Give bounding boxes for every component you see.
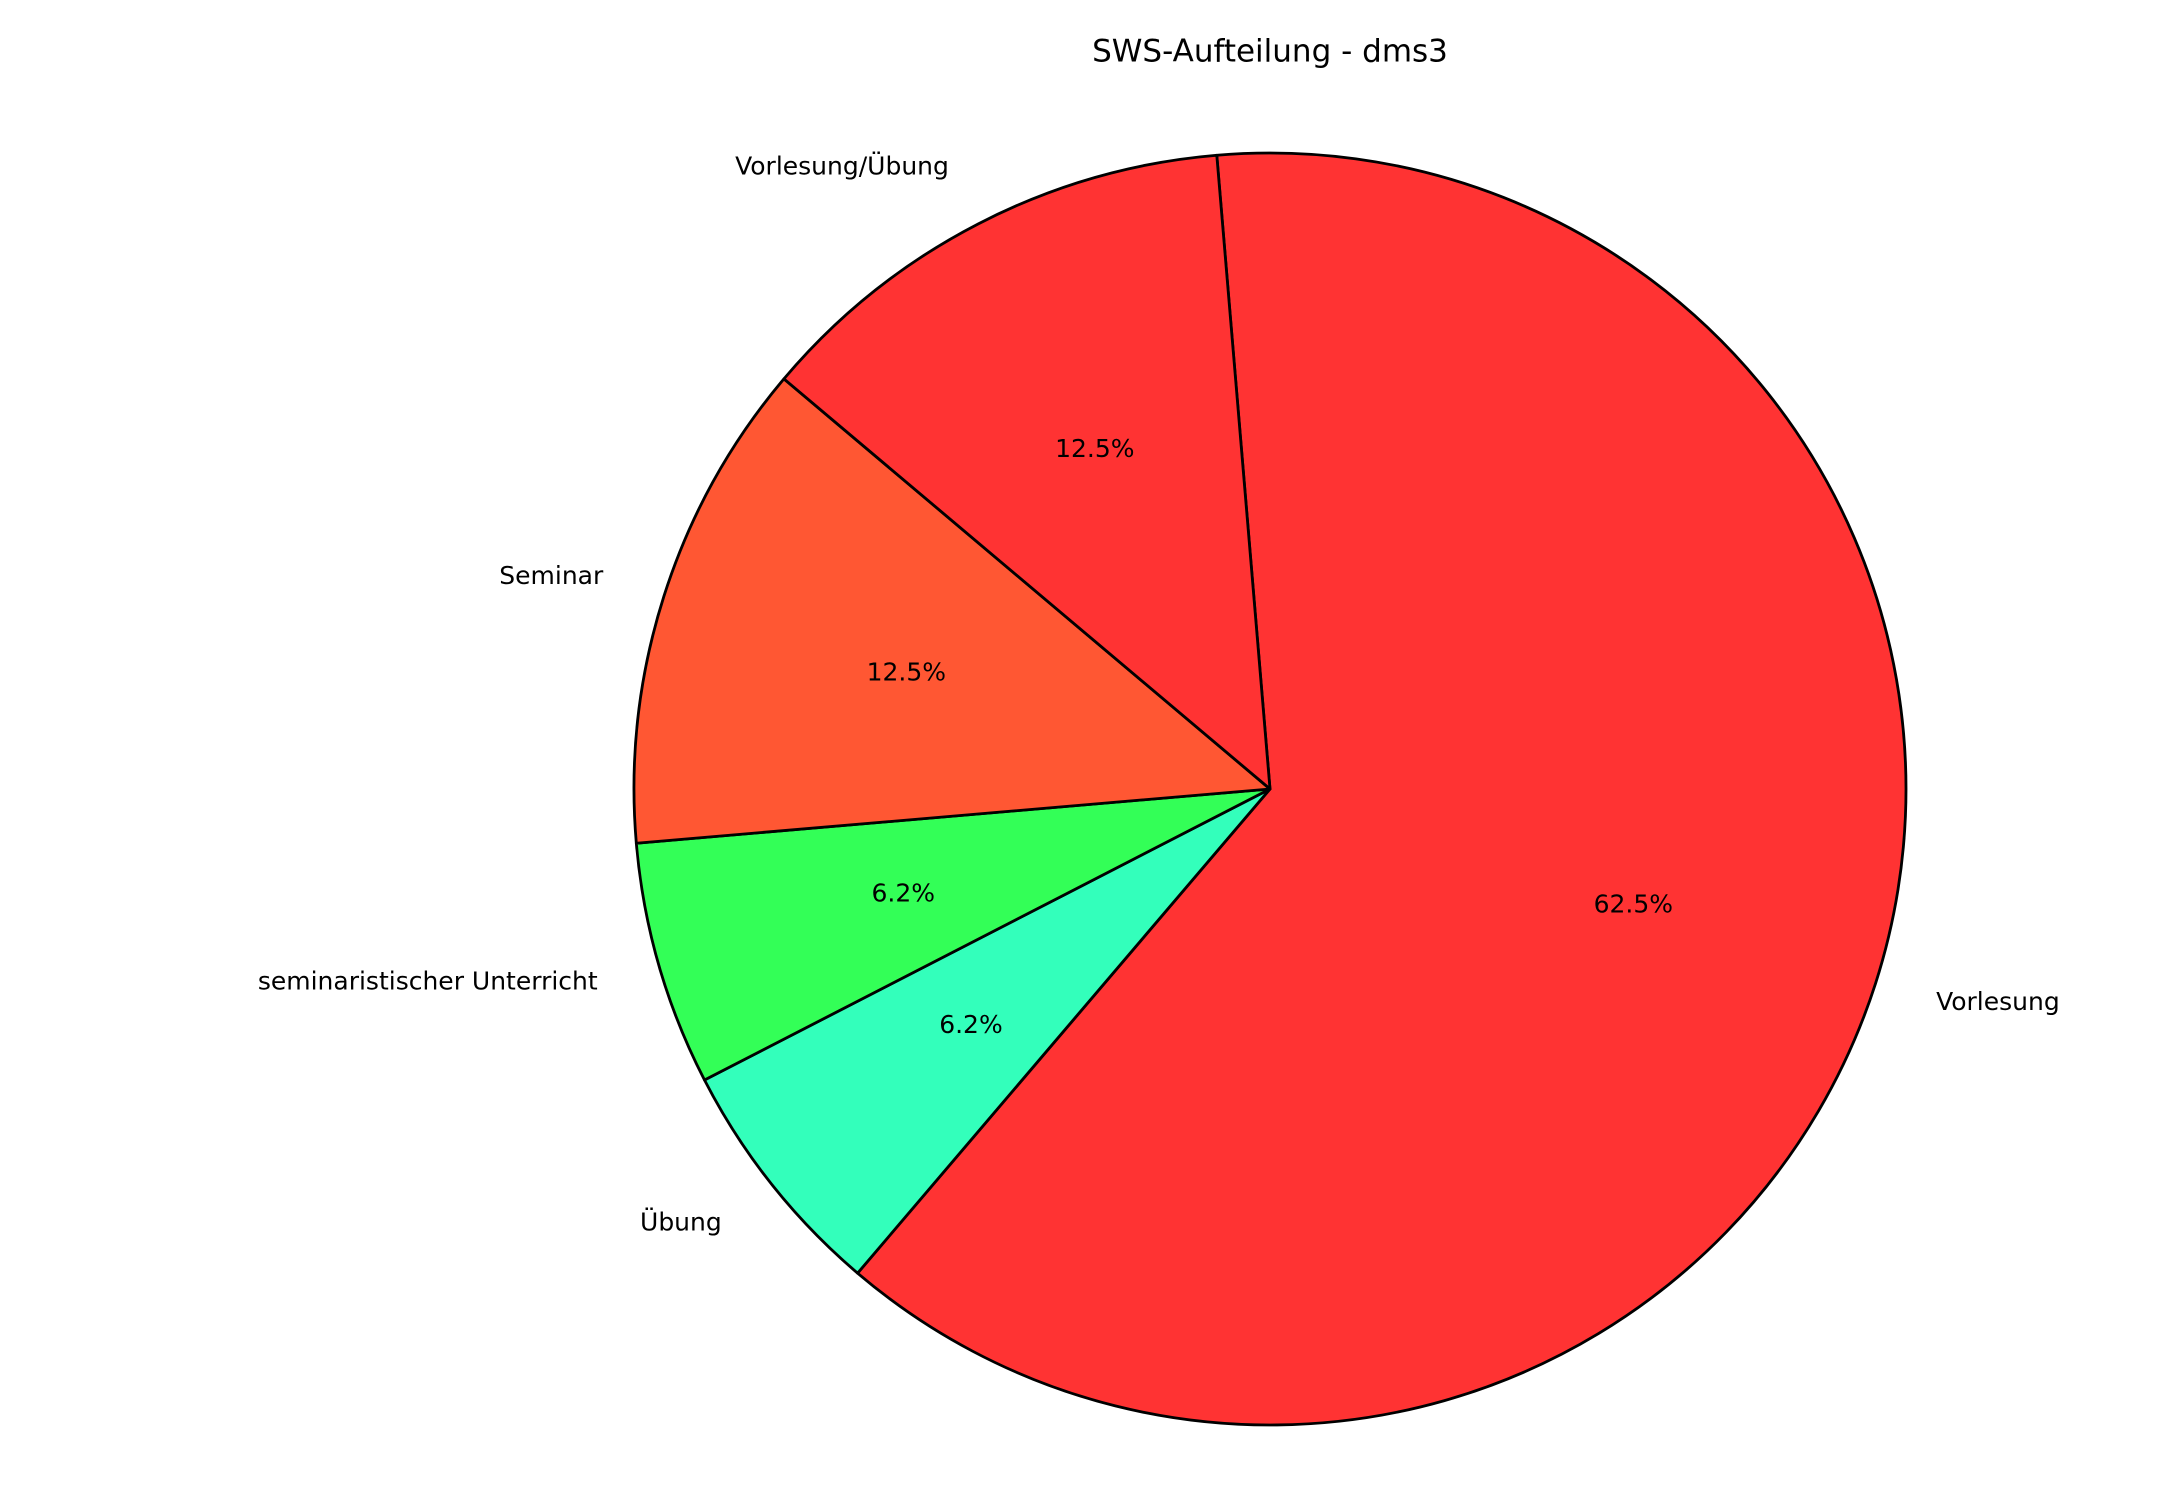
value-label: 6.2% [939,1010,1003,1039]
pie-slice [703,787,1272,1275]
pie-slice [634,787,1272,1082]
slice-label: Vorlesung/Übung [735,151,949,180]
chart-title: SWS-Aufteilung - dms3 [1092,34,1448,70]
slice-label: Vorlesung [1936,987,2060,1016]
value-label: 12.5% [867,657,946,686]
slice-label: Seminar [499,561,604,590]
value-label: 62.5% [1594,890,1673,919]
pie-slice [632,377,1272,845]
value-label: 12.5% [1055,434,1134,463]
slice-label: seminaristischer Unterricht [258,967,598,996]
slice-label: Übung [640,1208,722,1237]
value-label: 6.2% [872,879,936,908]
pie-slice [856,151,1908,1427]
pie-slice [782,153,1272,791]
